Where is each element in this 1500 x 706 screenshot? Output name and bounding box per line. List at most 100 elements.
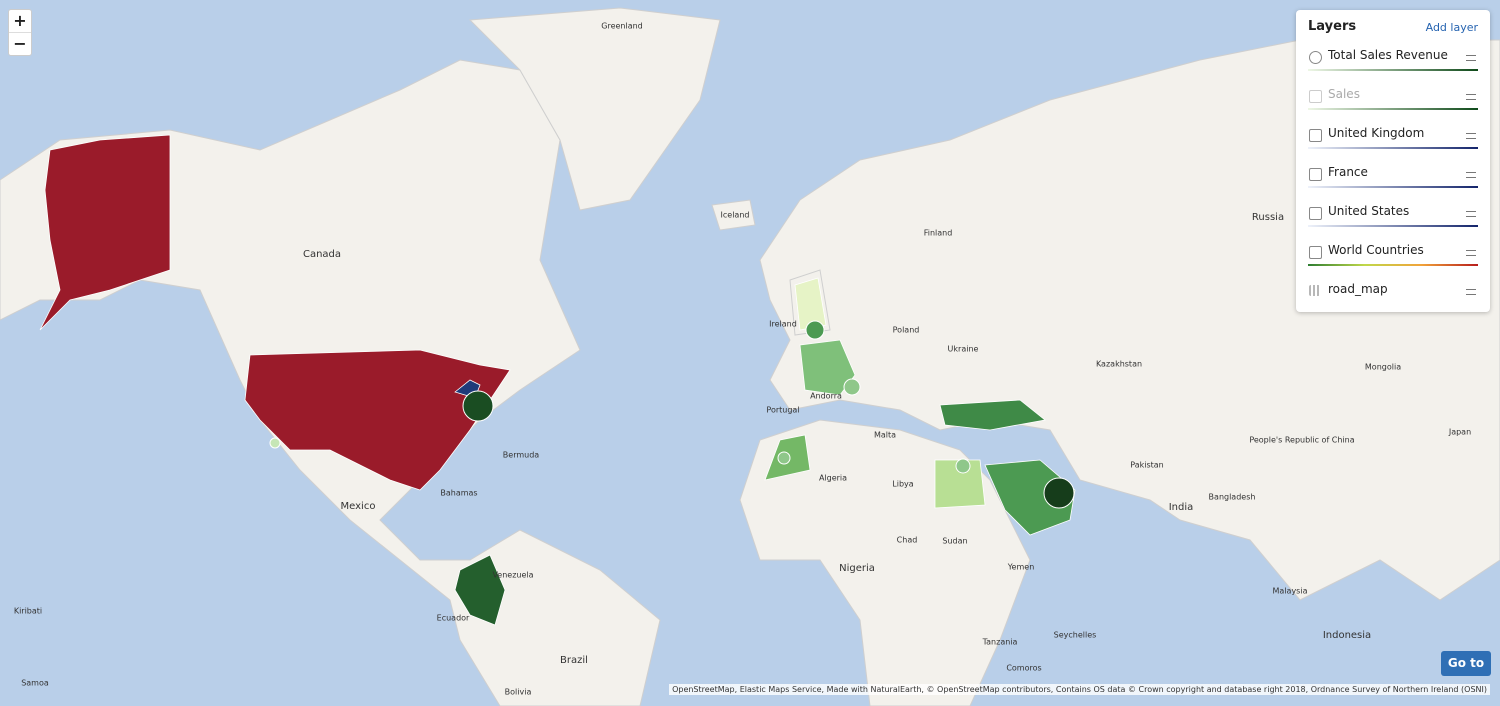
sales-point xyxy=(269,437,281,449)
greenland xyxy=(468,7,721,211)
sales-point xyxy=(462,390,494,422)
layer-legend-ramp xyxy=(1308,225,1478,227)
layer-legend-ramp xyxy=(1308,264,1478,266)
layer-legend-ramp xyxy=(1308,147,1478,149)
layer-row[interactable]: Sales xyxy=(1308,81,1478,120)
panel-title: Layers xyxy=(1308,19,1357,34)
contiguous-us xyxy=(244,349,511,491)
map-label: Bahamas xyxy=(440,489,477,498)
layer-toggle[interactable] xyxy=(1309,246,1322,259)
map-label: Poland xyxy=(893,326,920,335)
layer-name: United Kingdom xyxy=(1328,126,1425,140)
sales-point xyxy=(1043,477,1075,509)
turkey xyxy=(939,399,1046,431)
layer-row[interactable]: United Kingdom xyxy=(1308,120,1478,159)
layer-name: Sales xyxy=(1328,87,1360,101)
sales-point xyxy=(955,458,971,474)
map-label: Tanzania xyxy=(982,638,1018,647)
uk xyxy=(794,277,827,331)
sales-points xyxy=(269,320,1075,509)
map-label: Algeria xyxy=(819,474,847,483)
map-label: Venezuela xyxy=(492,571,533,580)
map-label: Libya xyxy=(892,480,913,489)
layer-toggle[interactable] xyxy=(1309,90,1322,103)
map-label: Andorra xyxy=(810,392,842,401)
map-label: Seychelles xyxy=(1054,631,1097,640)
drag-handle[interactable] xyxy=(1466,250,1476,256)
layer-row[interactable]: France xyxy=(1308,159,1478,198)
map-label: Ecuador xyxy=(437,614,470,623)
map-label: Sudan xyxy=(942,537,967,546)
iceland xyxy=(711,199,756,231)
layer-name: World Countries xyxy=(1328,243,1424,257)
drag-handle[interactable] xyxy=(1466,94,1476,100)
map-label: Russia xyxy=(1252,212,1284,223)
sales-point xyxy=(843,378,861,396)
layer-name: road_map xyxy=(1328,282,1388,296)
sales-point xyxy=(805,320,825,340)
layer-legend-ramp xyxy=(1308,186,1478,188)
layer-legend-ramp xyxy=(1308,108,1478,110)
layer-row[interactable]: United States xyxy=(1308,198,1478,237)
map-label: Comoros xyxy=(1006,664,1041,673)
map-label: Chad xyxy=(897,536,918,545)
layer-name: United States xyxy=(1328,204,1410,218)
map-label: Canada xyxy=(303,249,341,260)
alaska xyxy=(39,134,171,331)
map-labels: Greenland Iceland Canada Finland Poland Ukrai… xyxy=(14,22,1471,697)
layer-row[interactable]: World Countries xyxy=(1308,237,1478,276)
layer-toggle[interactable] xyxy=(1309,168,1322,181)
map-label: Indonesia xyxy=(1323,630,1371,641)
layer-legend-ramp xyxy=(1308,69,1478,71)
layer-toggle[interactable] xyxy=(1309,285,1320,296)
zoom-controls: + − xyxy=(8,9,32,56)
go-to-button[interactable]: Go to xyxy=(1441,651,1491,676)
zoom-out-button[interactable]: − xyxy=(9,32,31,55)
layers-panel: Layers Add layer Total Sales Revenue Sale… xyxy=(1296,10,1490,312)
map-label: Finland xyxy=(924,229,953,238)
land xyxy=(0,7,1500,706)
map-label: Bangladesh xyxy=(1209,493,1256,502)
map-label: People's Republic of China xyxy=(1249,436,1354,445)
layer-name: France xyxy=(1328,165,1368,179)
attribution: OpenStreetMap, Elastic Maps Service, Mad… xyxy=(669,684,1490,695)
map-label: Japan xyxy=(1448,428,1471,437)
drag-handle[interactable] xyxy=(1466,289,1476,295)
drag-handle[interactable] xyxy=(1466,133,1476,139)
map-label: Greenland xyxy=(601,22,643,31)
map-label: Brazil xyxy=(560,655,588,666)
saudi-arabia xyxy=(984,459,1076,536)
layer-toggle[interactable] xyxy=(1309,129,1322,142)
map-label: Mexico xyxy=(341,501,376,512)
map-label: Pakistan xyxy=(1130,461,1164,470)
map-label: Bermuda xyxy=(503,451,540,460)
layer-name: Total Sales Revenue xyxy=(1328,48,1448,62)
layer-toggle[interactable] xyxy=(1309,51,1322,64)
map-label: Mongolia xyxy=(1365,363,1401,372)
map-label: Ukraine xyxy=(948,345,979,354)
sales-point xyxy=(777,451,791,465)
layer-row[interactable]: Total Sales Revenue xyxy=(1308,42,1478,81)
map-label: Nigeria xyxy=(839,563,875,574)
map-label: Malta xyxy=(874,431,896,440)
drag-handle[interactable] xyxy=(1466,211,1476,217)
map-label: Samoa xyxy=(21,679,49,688)
map-label: Portugal xyxy=(766,406,799,415)
add-layer-link[interactable]: Add layer xyxy=(1425,21,1478,34)
layer-row[interactable]: road_map xyxy=(1308,276,1478,315)
colombia xyxy=(454,554,506,626)
map-label: Malaysia xyxy=(1273,587,1308,596)
drag-handle[interactable] xyxy=(1466,172,1476,178)
layer-list: Total Sales Revenue Sales United Kingdom Fr… xyxy=(1296,42,1490,315)
drag-handle[interactable] xyxy=(1466,55,1476,61)
map-label: Yemen xyxy=(1007,563,1035,572)
map-label: Kazakhstan xyxy=(1096,360,1142,369)
layer-toggle[interactable] xyxy=(1309,207,1322,220)
map-label: India xyxy=(1169,502,1194,513)
map-label: Bolivia xyxy=(505,688,532,697)
choropleth xyxy=(39,134,1076,626)
map-label: Kiribati xyxy=(14,607,42,616)
zoom-in-button[interactable]: + xyxy=(13,11,27,30)
